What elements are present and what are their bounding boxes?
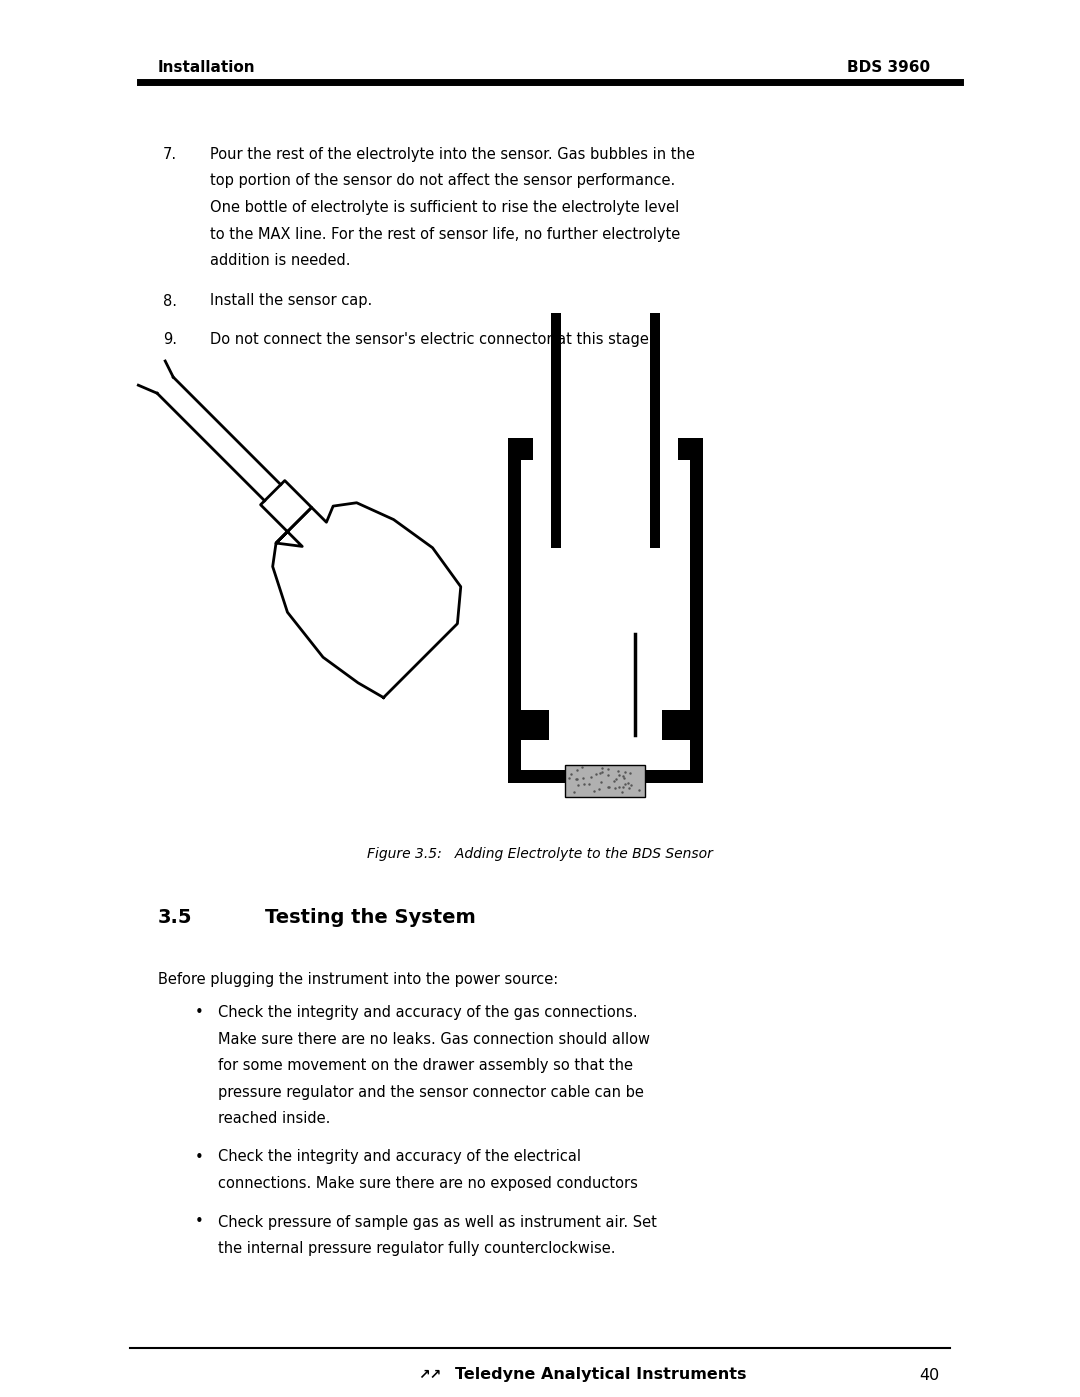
Text: Check the integrity and accuracy of the electrical: Check the integrity and accuracy of the … [218,1150,581,1165]
Text: Testing the System: Testing the System [265,908,476,928]
Text: reached inside.: reached inside. [218,1111,330,1126]
Bar [521,710,549,740]
Text: ↗↗: ↗↗ [418,1368,442,1382]
Bar [508,439,534,460]
Text: •: • [195,1150,204,1165]
Text: Check the integrity and accuracy of the gas connections.: Check the integrity and accuracy of the … [218,1004,637,1020]
Text: Make sure there are no leaks. Gas connection should allow: Make sure there are no leaks. Gas connec… [218,1031,650,1046]
Text: top portion of the sensor do not affect the sensor performance.: top portion of the sensor do not affect … [210,173,675,189]
Text: Before plugging the instrument into the power source:: Before plugging the instrument into the … [158,972,558,988]
Text: 8.: 8. [163,293,177,309]
Text: the internal pressure regulator fully counterclockwise.: the internal pressure regulator fully co… [218,1241,616,1256]
Text: Install the sensor cap.: Install the sensor cap. [210,293,373,309]
Bar [690,439,703,782]
Bar [551,313,561,548]
Text: Pour the rest of the electrolyte into the sensor. Gas bubbles in the: Pour the rest of the electrolyte into th… [210,147,694,162]
Text: Check pressure of sample gas as well as instrument air. Set: Check pressure of sample gas as well as … [218,1214,657,1229]
Text: Teledyne Analytical Instruments: Teledyne Analytical Instruments [455,1368,746,1383]
Text: 40: 40 [920,1368,940,1383]
Bar [662,710,690,740]
Bar [650,313,660,548]
Text: 7.: 7. [163,147,177,162]
Text: connections. Make sure there are no exposed conductors: connections. Make sure there are no expo… [218,1176,638,1192]
Text: •: • [195,1004,204,1020]
Text: 3.5: 3.5 [158,908,192,928]
Bar [508,439,521,782]
Text: •: • [195,1214,204,1229]
Bar [678,439,703,460]
Bar [565,766,645,798]
Bar [508,770,703,782]
Text: pressure regulator and the sensor connector cable can be: pressure regulator and the sensor connec… [218,1084,644,1099]
Text: 9.: 9. [163,332,177,346]
Text: BDS 3960: BDS 3960 [847,60,930,75]
Text: addition is needed.: addition is needed. [210,253,351,268]
Text: to the MAX line. For the rest of sensor life, no further electrolyte: to the MAX line. For the rest of sensor … [210,226,680,242]
Text: Installation: Installation [158,60,256,75]
Text: for some movement on the drawer assembly so that the: for some movement on the drawer assembly… [218,1058,633,1073]
Text: One bottle of electrolyte is sufficient to rise the electrolyte level: One bottle of electrolyte is sufficient … [210,200,679,215]
Text: Do not connect the sensor's electric connector at this stage.: Do not connect the sensor's electric con… [210,332,653,346]
Text: Figure 3.5:   Adding Electrolyte to the BDS Sensor: Figure 3.5: Adding Electrolyte to the BD… [367,847,713,861]
